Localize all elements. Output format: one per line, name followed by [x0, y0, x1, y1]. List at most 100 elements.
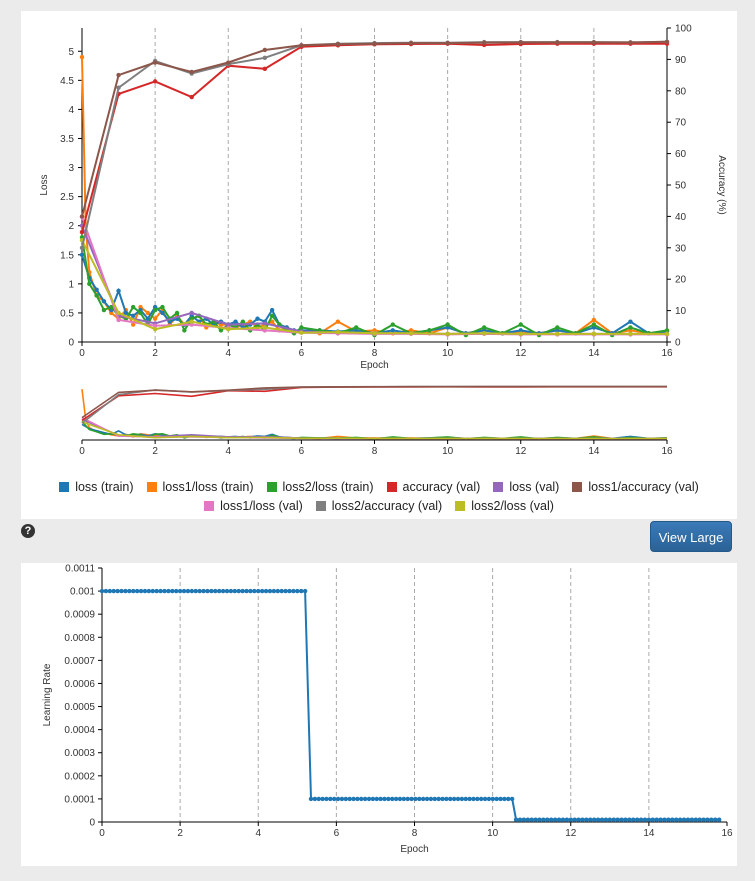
overview-x-tick-label: 12 [515, 446, 527, 457]
legend-item-loss1_accuracy_val[interactable]: loss1/accuracy (val) [572, 480, 699, 494]
data-point-loss2_accuracy_val [116, 85, 121, 90]
data-point-lr [413, 796, 418, 802]
data-point-lr [115, 588, 120, 594]
data-point-lr [440, 796, 445, 802]
data-point-lr [459, 796, 465, 802]
overview-line-loss2_loss_val [81, 421, 667, 440]
data-point-lr [393, 796, 399, 802]
legend-item-loss_train[interactable]: loss (train) [59, 480, 134, 494]
data-point-lr [572, 817, 577, 822]
data-point-lr [111, 588, 116, 594]
x-tick-label: 2 [152, 348, 158, 359]
data-point-lr [158, 588, 163, 594]
legend-item-loss_val[interactable]: loss (val) [493, 480, 559, 494]
x-axis-label: Epoch [360, 360, 388, 371]
data-point-loss2_loss_val [335, 329, 341, 335]
learning-rate-chart[interactable]: 0 2 4 6 8 10 12 14 16 0 0.0001 0.0002 0.0003 0.0004 0.… [21, 563, 737, 866]
data-point-lr [646, 817, 652, 822]
data-point-lr [228, 588, 234, 594]
x-tick-label: 6 [299, 348, 305, 359]
data-point-lr [263, 588, 269, 594]
data-point-lr [409, 796, 414, 802]
y-axis-label: Learning Rate [42, 663, 53, 726]
data-point-loss2_train [138, 310, 143, 316]
data-point-loss1_loss_val [152, 323, 158, 328]
data-point-loss1_accuracy_val [664, 39, 670, 45]
legend-item-loss1_loss_val[interactable]: loss1/loss (val) [204, 499, 303, 513]
legend-item-loss2_accuracy_val[interactable]: loss2/accuracy (val) [315, 499, 443, 513]
data-point-lr [174, 588, 179, 594]
data-point-lr [623, 817, 628, 822]
y-tick-label: 3.5 [60, 134, 74, 145]
overview-x-tick-label: 2 [152, 446, 158, 457]
y-axis-label: Loss [39, 174, 50, 195]
data-point-loss1_accuracy_val [116, 72, 121, 78]
chart-legend: loss (train) loss1/loss (train) loss2/loss… [21, 480, 737, 518]
data-point-lr [607, 817, 613, 822]
data-point-loss2_loss_val [372, 331, 377, 336]
data-point-lr [428, 796, 434, 802]
data-point-loss2_train [182, 328, 187, 333]
data-point-loss1_accuracy_val [445, 40, 450, 46]
data-point-loss2_train [591, 322, 597, 327]
data-point-loss2_train [481, 325, 487, 330]
overview-x-tick-label: 6 [299, 446, 305, 457]
data-point-lr [99, 588, 105, 594]
data-point-lr [324, 796, 329, 802]
series-line-lr [102, 590, 720, 821]
data-point-lr [259, 588, 265, 594]
data-point-loss1_accuracy_val [408, 40, 414, 46]
data-point-lr [436, 796, 441, 802]
legend-item-loss2_loss_val[interactable]: loss2/loss (val) [455, 499, 554, 513]
data-point-lr [366, 796, 372, 802]
data-point-loss_train [145, 316, 151, 321]
data-point-lr [134, 588, 140, 594]
overview-x-tick-label: 0 [79, 446, 85, 457]
training-metrics-chart[interactable]: 0 2 4 6 8 10 12 14 1600.511.522.533.544.55010203… [21, 11, 737, 471]
x-tick-label: 10 [442, 348, 454, 359]
y-tick-label: 0 [89, 818, 95, 829]
data-point-loss_train [233, 319, 238, 324]
data-point-lr [658, 817, 663, 822]
data-point-lr [681, 817, 687, 822]
data-point-lr [509, 796, 515, 802]
data-point-lr [119, 588, 124, 594]
legend-label: loss2/accuracy (val) [331, 499, 443, 513]
legend-item-loss1_train[interactable]: loss1/loss (train) [146, 480, 254, 494]
data-point-loss1_accuracy_val [262, 47, 268, 53]
legend-label: loss2/loss (train) [282, 480, 374, 494]
data-point-accuracy_val [79, 229, 85, 235]
data-point-lr [295, 588, 300, 594]
data-point-lr [362, 796, 368, 802]
y-tick-label: 0.0001 [64, 794, 95, 805]
x-tick-label: 2 [177, 828, 183, 839]
data-point-lr [287, 588, 292, 594]
data-point-accuracy_val [262, 66, 268, 72]
data-point-loss2_train [354, 325, 359, 330]
legend-swatch [266, 482, 277, 492]
view-large-button[interactable]: View Large [650, 521, 732, 552]
data-point-lr [216, 588, 222, 594]
data-point-lr [308, 796, 314, 802]
legend-item-accuracy_val[interactable]: accuracy (val) [386, 480, 480, 494]
data-point-loss2_loss_val [555, 331, 560, 337]
data-point-lr [256, 588, 261, 594]
data-point-lr [355, 796, 360, 802]
data-point-loss1_accuracy_val [555, 40, 560, 45]
data-point-loss1_accuracy_val [372, 41, 377, 46]
data-point-lr [545, 817, 550, 822]
x-tick-label: 0 [79, 348, 85, 359]
overview-line-loss2_accuracy_val [81, 385, 668, 424]
data-point-lr [343, 796, 349, 802]
data-point-lr [502, 796, 507, 802]
data-point-loss_train [94, 287, 99, 292]
help-icon[interactable]: ? [21, 524, 35, 538]
data-point-lr [627, 817, 632, 822]
y2-tick-label: 10 [675, 306, 687, 317]
legend-label: loss (val) [509, 480, 560, 494]
data-point-lr [549, 817, 554, 822]
legend-item-loss2_train[interactable]: loss2/loss (train) [266, 480, 374, 494]
data-point-loss1_train [130, 322, 136, 327]
data-point-lr [451, 796, 457, 802]
